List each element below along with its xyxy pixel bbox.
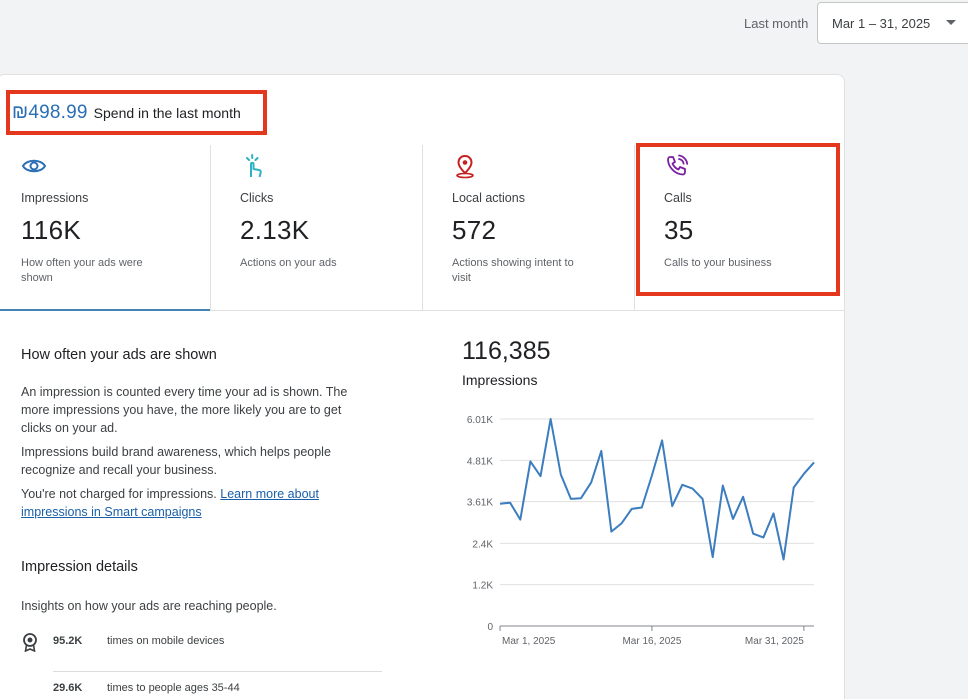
tab-local-actions[interactable]: Local actions 572 Actions showing intent… [428,145,634,310]
y-tick-label: 2.4K [472,539,493,550]
phone-call-icon [667,154,689,176]
chevron-down-icon [946,20,956,25]
metric-description: Calls to your business [664,257,772,269]
divider [422,145,423,310]
metric-description: Actions showing intent to visit [452,257,574,284]
paragraph: Impressions build brand awareness, which… [21,445,331,477]
date-range-dropdown[interactable]: Mar 1 – 31, 2025 [817,2,968,44]
paragraph-text: You're not charged for impressions. [21,487,221,501]
metric-label: Calls [664,191,692,205]
tab-impressions[interactable]: Impressions 116K How often your ads were… [0,145,210,310]
impressions-chart-label: Impressions [462,372,538,388]
x-tick-label: Mar 16, 2025 [622,636,681,647]
y-tick-label: 3.61K [467,498,493,509]
tap-icon [246,154,262,178]
details-heading: Impression details [21,559,138,575]
metric-label: Local actions [452,191,525,205]
date-range-value: Mar 1 – 31, 2025 [832,15,931,31]
details-subtitle: Insights on how your ads are reaching pe… [21,599,277,613]
y-tick-label: 0 [487,622,493,633]
impressions-total: 116,385 [462,337,551,365]
divider [210,145,211,310]
location-pin-icon [456,154,474,179]
metric-description: How often your ads were shown [21,257,143,284]
detail-text: times on mobile devices [107,635,225,647]
award-icon [23,633,37,652]
paragraph: You're not charged for impressions. Lear… [21,485,371,521]
paragraph: An impression is counted every time your… [21,385,348,435]
divider [634,145,635,310]
detail-text: times to people ages 35-44 [107,682,240,694]
metric-label: Clicks [240,191,274,205]
spend-label: Spend in the last month [93,104,241,121]
date-range-label: Last month [744,16,809,31]
spend-summary: ₪498.99 Spend in the last month [6,90,267,135]
impressions-series-line [499,418,815,561]
metric-value: 572 [452,215,497,245]
tab-clicks[interactable]: Clicks 2.13K Actions on your ads [216,145,422,310]
learn-more-link[interactable]: Learn more about impressions in Smart ca… [21,487,319,519]
divider [53,671,382,672]
active-tab-indicator [0,309,210,311]
spend-amount: ₪498.99 [12,101,88,123]
y-tick-label: 4.81K [467,456,493,467]
metric-value: 35 [664,215,694,245]
y-tick-label: 6.01K [467,415,493,426]
impressions-line-chart: 0 1.2K 2.4K 3.61K 4.81K 6.01K Mar 1, 2025 Mar 1… [467,415,815,647]
eye-icon [21,159,47,173]
metric-tabs: Impressions 116K How often your ads were… [0,143,844,311]
tab-calls[interactable]: Calls 35 Calls to your business [640,145,844,310]
y-tick-label: 1.2K [472,581,493,592]
x-tick-label: Mar 1, 2025 [502,636,556,647]
performance-card: ₪498.99 Spend in the last month Impressi… [0,74,845,699]
metric-description: Actions on your ads [240,257,337,269]
calls-highlight-box [636,143,840,296]
metric-label: Impressions [21,191,89,205]
section-heading: How often your ads are shown [21,347,217,363]
metric-value: 2.13K [240,215,310,245]
impressions-explainer: How often your ads are shown An impressi… [21,347,371,615]
x-tick-label: Mar 31, 2025 [745,636,804,647]
detail-number: 95.2K [53,635,83,647]
detail-number: 29.6K [53,682,83,694]
metric-value: 116K [21,215,81,245]
